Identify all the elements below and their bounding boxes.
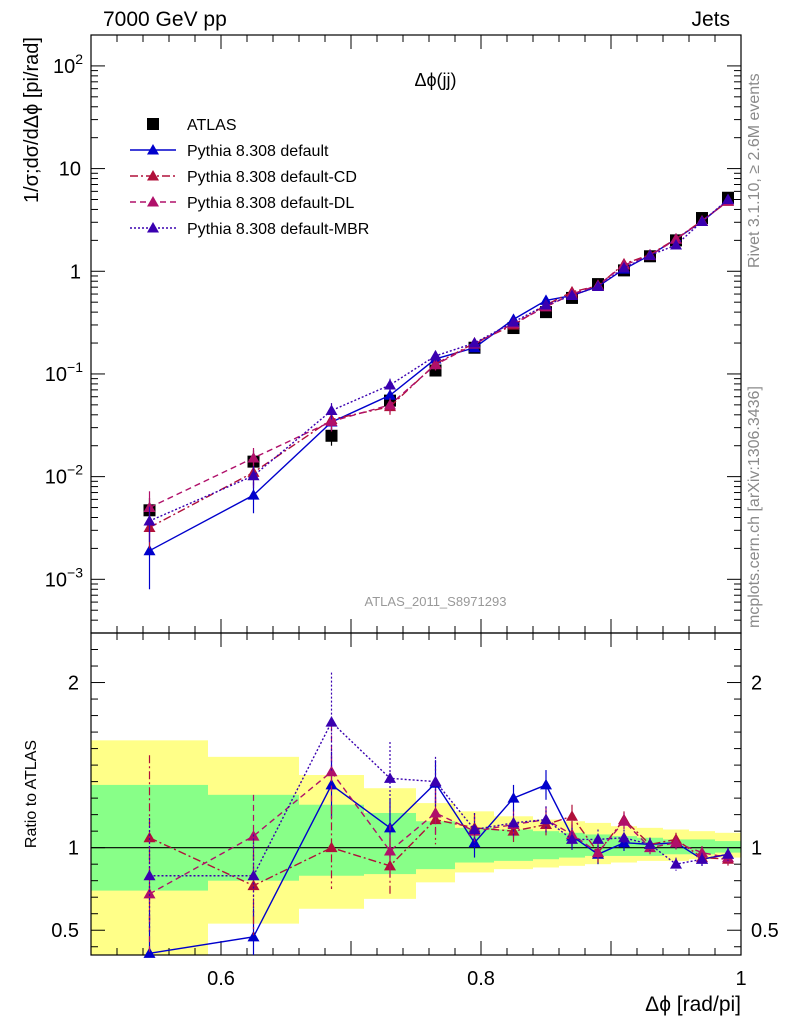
series-1-point	[247, 489, 260, 500]
band-inner	[533, 831, 559, 860]
series-1-point	[384, 389, 396, 400]
ratio-y-tick-label-right: 2	[751, 673, 762, 695]
ratio-y-tick-label-right: 0.5	[751, 920, 779, 942]
legend-entry: Pythia 8.308 default-MBR	[187, 221, 369, 238]
ratio-series-0-point	[143, 947, 156, 958]
y-tick-label: 102	[53, 51, 83, 78]
ratio-series-3-point	[143, 869, 156, 881]
series-4-point	[143, 514, 156, 526]
series-4-point	[670, 239, 682, 250]
ratio-series-2-point	[696, 846, 708, 858]
ratio-series-3-point	[325, 716, 338, 727]
header-left: 7000 GeV pp	[103, 8, 227, 31]
legend-marker	[147, 170, 159, 181]
legend-marker	[147, 196, 159, 207]
ratio-y-axis-label: Ratio to ATLAS	[23, 740, 40, 848]
series-4-point	[644, 249, 656, 260]
ratio-series-0-point	[540, 778, 552, 790]
ratio-series-3-point	[507, 816, 520, 828]
series-3-point	[325, 415, 338, 426]
legend-entry: ATLAS	[187, 117, 237, 134]
ratio-series-3-point	[247, 869, 260, 881]
series-4-point	[540, 298, 552, 310]
legend-entry: Pythia 8.308 default	[187, 143, 329, 160]
band-inner	[715, 841, 741, 853]
ratio-series-2-point	[670, 836, 682, 848]
y-tick-label: 1	[70, 261, 81, 283]
ratio-frame	[90, 632, 742, 956]
series-4-point	[696, 215, 708, 227]
atlas-data-point	[325, 429, 338, 442]
series-4-point	[618, 261, 630, 273]
series-4-point	[507, 316, 520, 327]
ratio-series-3-point	[540, 813, 552, 825]
ratio-series-0-point	[507, 792, 520, 803]
ratio-y-tick-label-right: 1	[751, 838, 762, 860]
ratio-series-3-point	[696, 853, 708, 864]
ratio-series-3-point	[670, 858, 682, 869]
series-4-point	[429, 349, 442, 361]
legend-entry: Pythia 8.308 default-DL	[187, 195, 354, 212]
series-3-point	[247, 451, 260, 463]
x-tick-label: 0.6	[207, 968, 235, 990]
x-axis-label: Δϕ [rad/pi]	[645, 993, 741, 1016]
legend-marker	[147, 222, 159, 233]
ratio-series-1-point	[247, 879, 260, 891]
y-tick-label: 10	[59, 159, 81, 181]
y-tick-label: 10−1	[45, 359, 83, 386]
ratio-series-3-point	[429, 775, 442, 787]
y-axis-label: 1/σ;dσ/dΔϕ [pi/rad]	[21, 37, 43, 203]
ratio-series-2-point	[325, 765, 338, 777]
ratio-series-2-point	[384, 844, 396, 856]
ratio-series-2-point	[143, 887, 156, 899]
header-right: Jets	[691, 8, 730, 31]
series-4-line	[149, 198, 729, 522]
series-1-point	[143, 544, 156, 556]
ratio-series-2-point	[429, 806, 442, 818]
ratio-series-0-point	[247, 930, 260, 942]
ratio-series-3-point	[384, 772, 396, 783]
legend-marker	[147, 144, 159, 155]
ratio-series-3-point	[644, 838, 656, 849]
legend-entry: Pythia 8.308 default-CD	[187, 169, 357, 186]
y-tick-label: 10−2	[45, 462, 83, 489]
ratio-series-1-point	[566, 810, 578, 821]
series-4-point	[722, 193, 734, 204]
series-4-point	[247, 469, 260, 481]
ratio-series-3-point	[618, 831, 630, 843]
legend-marker-atlas	[147, 118, 159, 130]
ratio-series-2-point	[618, 815, 630, 826]
series-3-point	[670, 233, 682, 244]
series-3-point	[384, 398, 396, 410]
y-tick-label: 10−3	[45, 564, 83, 591]
x-tick-label: 1	[735, 968, 746, 990]
ratio-series-3-point	[592, 833, 604, 844]
plot-title: Δϕ(jj)	[414, 70, 456, 90]
series-4-point	[566, 289, 578, 301]
series-4-point	[592, 280, 604, 292]
ratio-series-2-point	[592, 846, 604, 858]
ratio-series-3-point	[468, 823, 481, 835]
ratio-series-0-point	[325, 778, 338, 790]
series-3-point	[429, 358, 442, 370]
series-4-point	[468, 337, 481, 348]
x-tick-label: 0.8	[467, 968, 495, 990]
ratio-series-3-point	[566, 833, 578, 844]
series-4-point	[325, 404, 338, 416]
series-3-line	[149, 200, 729, 509]
series-4-point	[384, 379, 396, 390]
ratio-y-tick-label: 1	[68, 838, 79, 860]
ratio-series-3-point	[722, 848, 734, 859]
ratio-y-tick-label: 0.5	[51, 920, 79, 942]
analysis-watermark: ATLAS_2011_S8971293	[365, 594, 507, 609]
ratio-y-tick-label: 2	[68, 673, 79, 695]
ratio-series-1-point	[325, 841, 338, 853]
